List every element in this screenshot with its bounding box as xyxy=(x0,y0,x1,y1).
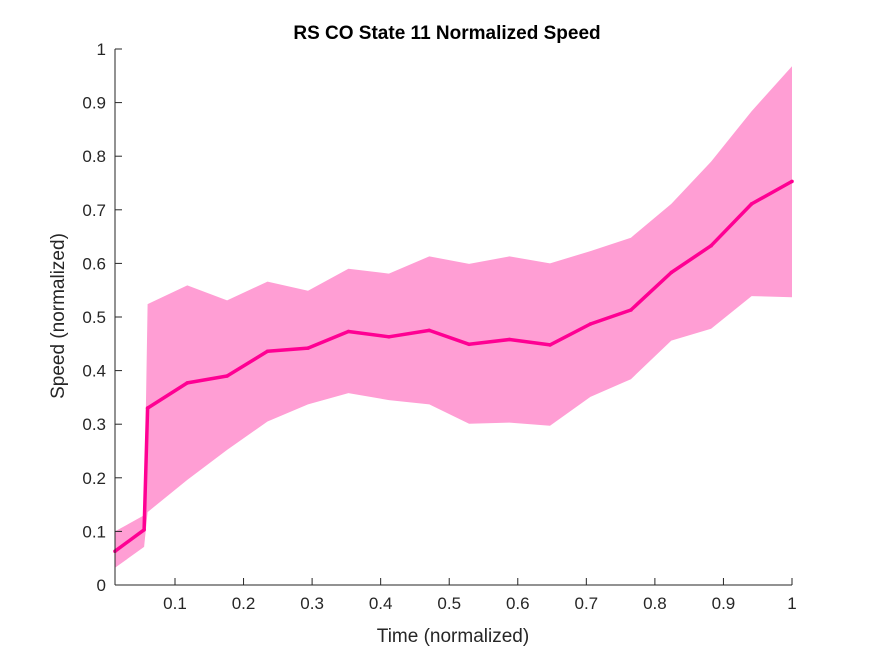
data-point xyxy=(749,202,754,206)
data-point xyxy=(507,337,512,342)
data-point xyxy=(185,381,190,385)
data-point xyxy=(548,343,552,347)
x-tick-label: 1 xyxy=(787,594,796,613)
x-tick-label: 0.8 xyxy=(643,594,667,613)
y-tick-label: 0.1 xyxy=(82,522,106,541)
data-point xyxy=(427,328,432,333)
y-tick-label: 0.5 xyxy=(82,308,106,327)
plot-area xyxy=(113,66,794,568)
x-axis-label: Time (normalized) xyxy=(377,626,529,647)
data-point xyxy=(790,179,794,184)
data-point xyxy=(709,243,713,248)
data-point xyxy=(346,329,351,334)
data-point xyxy=(145,406,150,410)
x-tick-label: 0.3 xyxy=(300,594,324,613)
data-point xyxy=(588,322,593,326)
x-tick-label: 0.9 xyxy=(712,594,736,613)
y-axis-label: Speed (normalized) xyxy=(48,233,69,399)
x-tick-label: 0.4 xyxy=(369,594,393,613)
y-tick-label: 0.8 xyxy=(82,147,106,166)
data-point xyxy=(387,335,391,339)
data-point xyxy=(142,528,146,532)
y-tick-label: 0.6 xyxy=(82,254,106,273)
data-point xyxy=(225,374,229,378)
y-tick-label: 0 xyxy=(97,576,106,595)
x-tick-label: 0.2 xyxy=(232,594,256,613)
y-tick-label: 0.3 xyxy=(82,415,106,434)
confidence-band xyxy=(115,66,792,568)
chart-title: RS CO State 11 Normalized Speed xyxy=(293,23,600,44)
x-tick-label: 0.5 xyxy=(437,594,461,613)
x-tick-label: 0.7 xyxy=(575,594,599,613)
y-tick-label: 1 xyxy=(97,40,106,59)
data-point xyxy=(629,308,633,312)
y-tick-label: 0.7 xyxy=(82,201,106,220)
y-tick-label: 0.9 xyxy=(82,94,106,113)
x-tick-label: 0.1 xyxy=(163,594,187,613)
y-tick-label: 0.4 xyxy=(82,362,106,381)
y-tick-label: 0.2 xyxy=(82,469,106,488)
data-point xyxy=(265,349,270,354)
data-point xyxy=(669,270,674,275)
data-point xyxy=(467,342,471,347)
data-point xyxy=(306,346,310,350)
x-tick-label: 0.6 xyxy=(506,594,530,613)
axes: 0.1 0.2 0.3 0.4 0.5 0.6 0.7 0.8 0.9 1 0 0.1 0.2 0.3 0.… xyxy=(82,40,796,613)
